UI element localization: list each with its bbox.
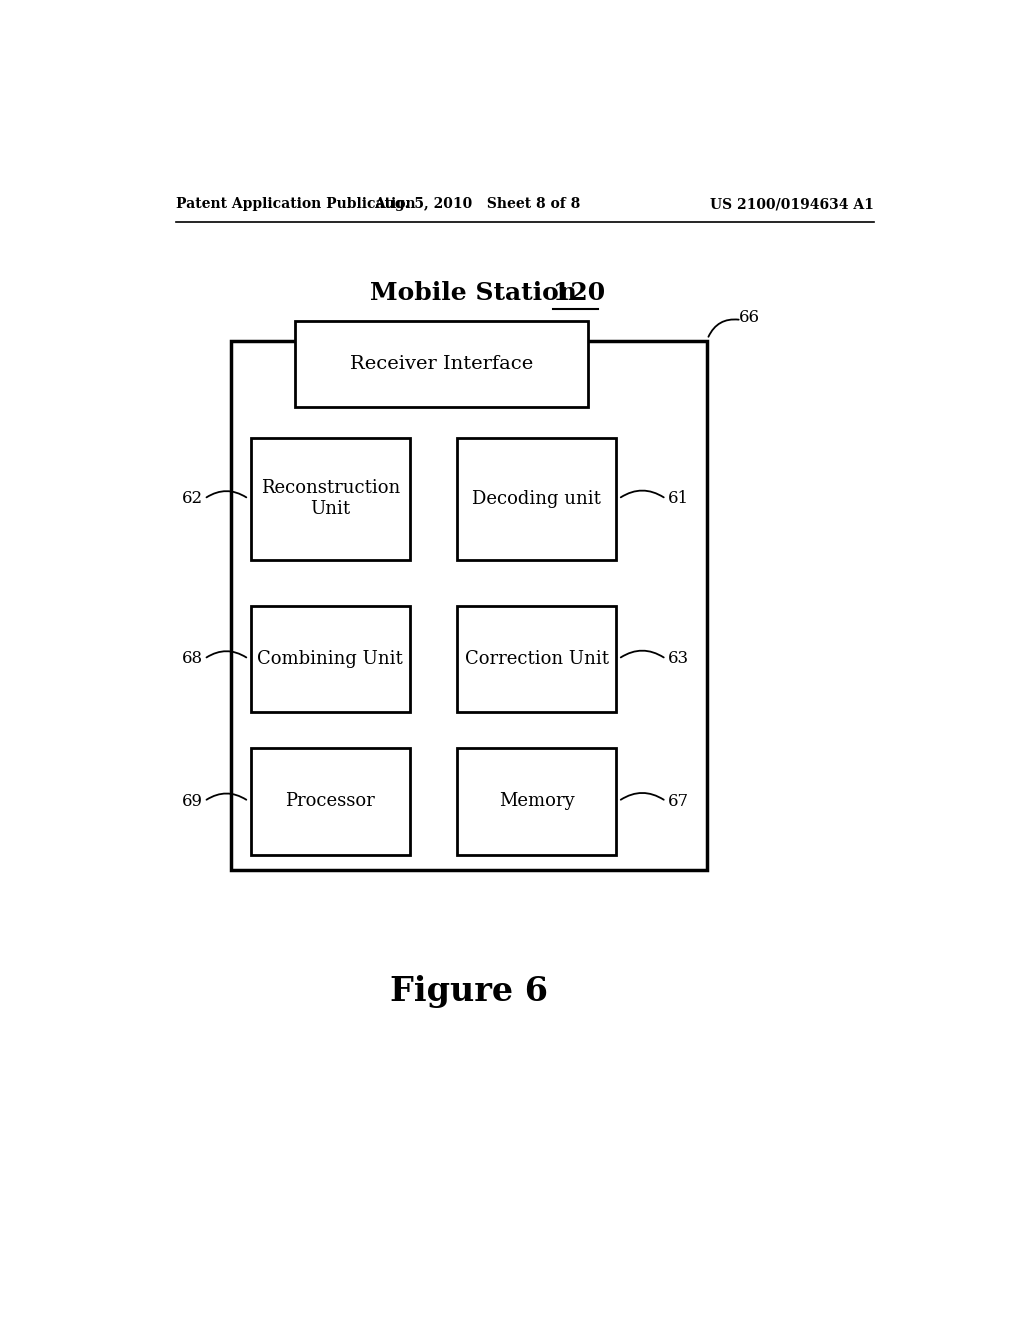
Text: Memory: Memory [499,792,574,810]
Text: 68: 68 [181,651,203,668]
Text: 69: 69 [181,793,203,809]
Bar [458,748,616,854]
Text: Reconstruction
Unit: Reconstruction Unit [261,479,400,519]
Text: 61: 61 [668,491,689,507]
Bar [251,438,410,560]
Text: 62: 62 [181,491,203,507]
Bar [251,748,410,854]
Text: Figure 6: Figure 6 [390,975,548,1008]
Bar [458,438,616,560]
Text: Processor: Processor [286,792,375,810]
Text: Combining Unit: Combining Unit [257,649,403,668]
Text: 67: 67 [668,793,689,809]
Text: Correction Unit: Correction Unit [465,649,608,668]
Bar [458,606,616,713]
Bar [295,321,588,408]
Text: Mobile Station: Mobile Station [370,281,586,305]
Text: 120: 120 [553,281,605,305]
Text: Decoding unit: Decoding unit [472,490,601,508]
Text: US 2100/0194634 A1: US 2100/0194634 A1 [710,197,873,211]
Text: Aug. 5, 2010   Sheet 8 of 8: Aug. 5, 2010 Sheet 8 of 8 [374,197,581,211]
Bar [251,606,410,713]
Text: Receiver Interface: Receiver Interface [350,355,534,374]
Text: 63: 63 [668,651,689,668]
Bar [231,342,708,870]
Text: Patent Application Publication: Patent Application Publication [176,197,416,211]
Text: 66: 66 [739,309,760,326]
